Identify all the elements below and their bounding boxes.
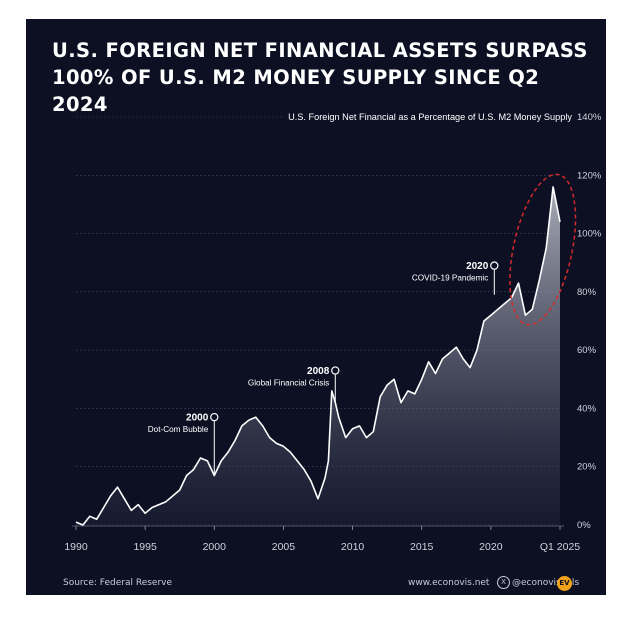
- y-tick-label: 0%: [577, 520, 591, 531]
- highlight-ellipse: [509, 173, 577, 326]
- annotation-marker: [210, 412, 219, 422]
- x-logo-icon: X: [497, 576, 510, 589]
- x-tick-label: 2015: [410, 541, 434, 553]
- y-tick-label: 120%: [577, 170, 602, 181]
- x-tick-label: 2000: [203, 541, 227, 553]
- series-label-bg: [284, 110, 577, 124]
- y-tick-label: 60%: [577, 345, 597, 356]
- annotation-year: 2000: [186, 413, 209, 424]
- title-line-2: 100% OF U.S. M2 MONEY SUPPLY SINCE Q2 20…: [52, 66, 540, 116]
- annotation-marker: [331, 366, 340, 375]
- series-area: [76, 186, 560, 525]
- annotation-label: COVID-19 Pandemic: [412, 274, 488, 283]
- annotation-label: Global Financial Crisis: [248, 379, 329, 388]
- series-label: U.S. Foreign Net Financial as a Percenta…: [288, 112, 572, 122]
- annotation-label: Dot-Com Bubble: [148, 425, 209, 434]
- y-axis: 0% 20% 40% 60% 80% 100% 120% 140%: [577, 112, 602, 531]
- chart-title: U.S. FOREIGN NET FINANCIAL ASSETS SURPAS…: [52, 37, 592, 118]
- x-tick-label: 1995: [133, 541, 157, 553]
- x-tick-label: Q1 2025: [540, 541, 580, 553]
- x-tick-label: 1990: [64, 541, 88, 553]
- x-tick-label: 2010: [341, 541, 365, 553]
- source-text: Source: Federal Reserve: [63, 578, 173, 588]
- social-handle[interactable]: X @econovisuals: [497, 576, 579, 589]
- y-tick-label: 20%: [577, 462, 597, 473]
- website-link[interactable]: www.econovis.net: [408, 578, 490, 588]
- y-tick-label: 80%: [577, 287, 597, 298]
- y-tick-label: 100%: [577, 229, 602, 240]
- y-tick-label: 40%: [577, 403, 597, 414]
- y-tick-label: 140%: [577, 112, 602, 123]
- x-tick-label: 2020: [479, 541, 503, 553]
- handle-text: @econovisuals: [512, 578, 580, 588]
- econovis-logo: EV: [557, 576, 572, 591]
- annotation-marker: [490, 261, 499, 270]
- annotation-year: 2020: [466, 261, 489, 272]
- x-tick-label: 2005: [272, 541, 296, 553]
- x-axis: 1990 1995 2000 2005 2010 2015 2020 Q1 2025: [64, 525, 580, 553]
- series-line: [75, 186, 561, 526]
- annotation-year: 2008: [307, 366, 330, 377]
- title-line-1: U.S. FOREIGN NET FINANCIAL ASSETS SURPAS…: [52, 39, 588, 62]
